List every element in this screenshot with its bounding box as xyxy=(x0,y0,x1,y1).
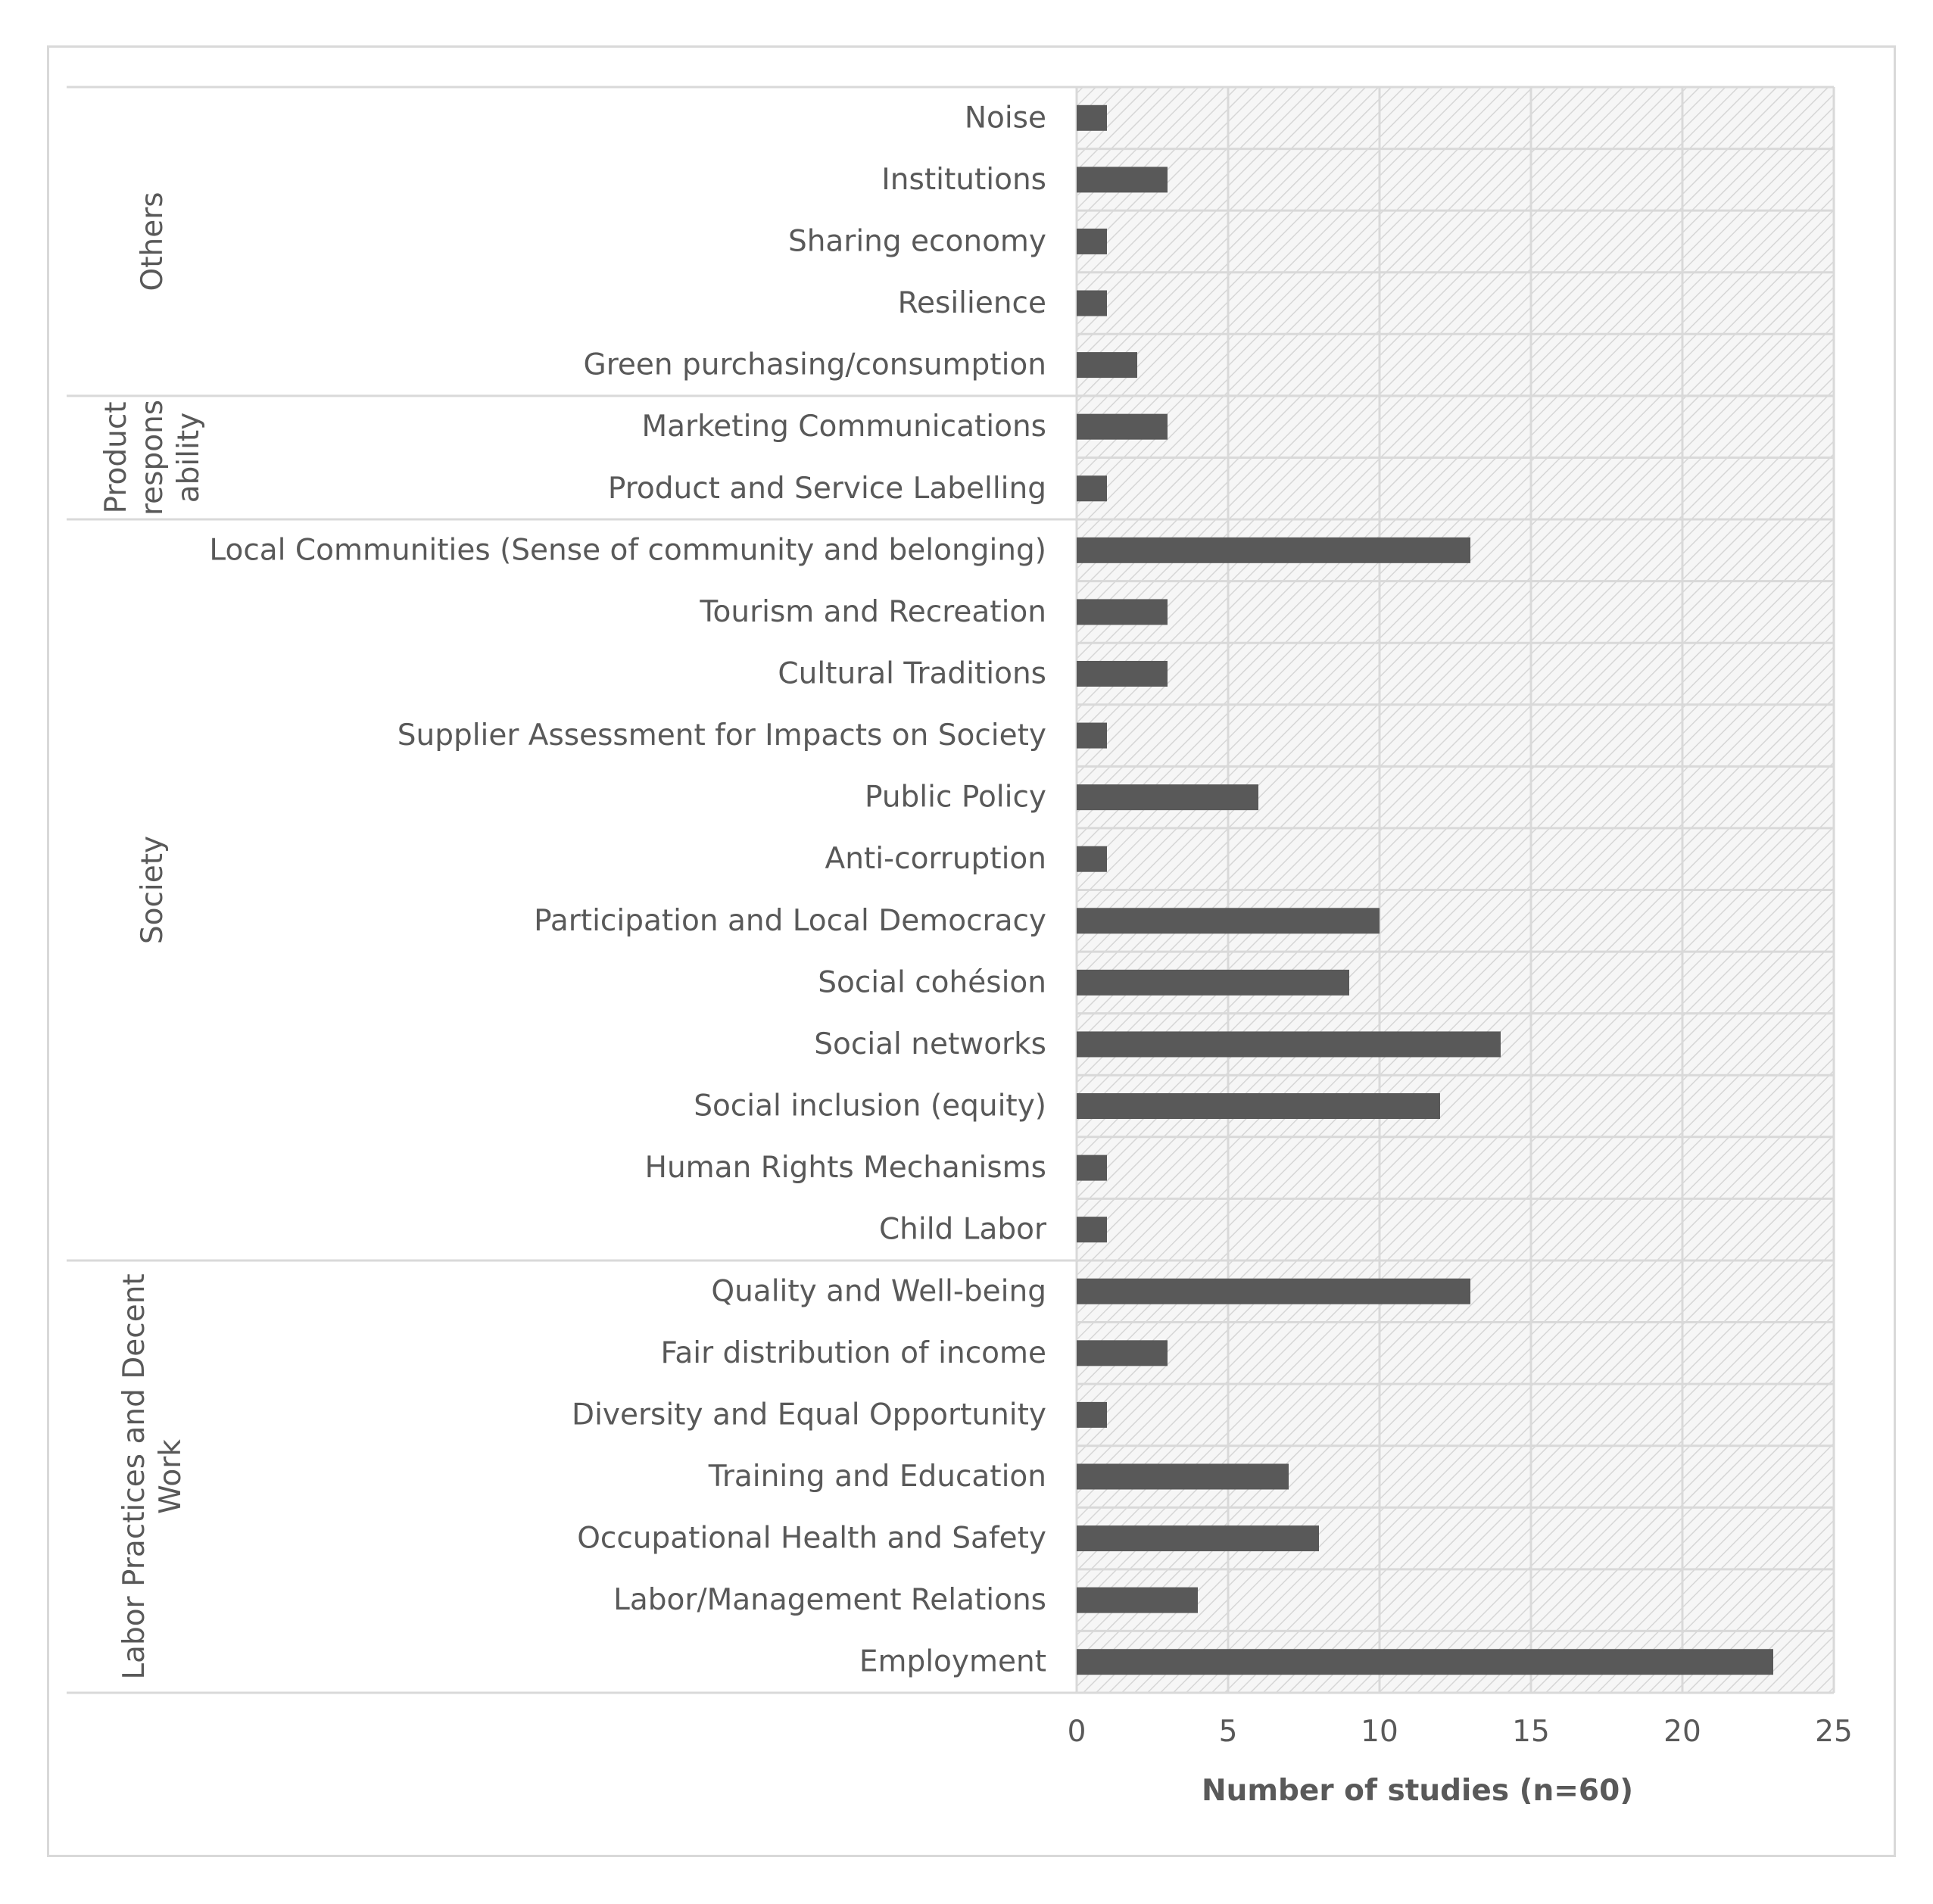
category-label: Participation and Local Democracy xyxy=(534,904,1046,938)
group-label-line: respons xyxy=(136,400,170,516)
group-separators xyxy=(67,86,1834,1694)
category-label: Cultural Traditions xyxy=(778,656,1046,690)
chart-frame xyxy=(47,45,1896,1857)
bar xyxy=(1077,1093,1440,1120)
group-label: Others xyxy=(136,192,170,291)
category-label: Supplier Assessment for Impacts on Socie… xyxy=(398,718,1046,753)
x-tick-label: 0 xyxy=(1068,1715,1087,1749)
x-tick-labels: 0 5 10 15 20 25 xyxy=(1068,1715,1853,1749)
bar xyxy=(1077,1525,1319,1552)
x-tick-label: 20 xyxy=(1663,1715,1701,1749)
group-label: Productresponsability xyxy=(99,400,206,516)
category-label: Fair distribution of income xyxy=(661,1336,1047,1370)
category-label: Occupational Health and Safety xyxy=(577,1522,1046,1556)
bar xyxy=(1077,475,1107,502)
bar xyxy=(1077,908,1380,934)
group-label-line: Others xyxy=(136,192,170,291)
x-tick-label: 25 xyxy=(1815,1715,1853,1749)
category-label: Human Rights Mechanisms xyxy=(645,1151,1046,1185)
category-label: Training and Education xyxy=(708,1460,1046,1494)
category-label: Diversity and Equal Opportunity xyxy=(572,1398,1046,1432)
category-label: Tourism and Recreation xyxy=(699,595,1046,629)
bar xyxy=(1077,969,1349,996)
bar xyxy=(1077,290,1107,316)
bar xyxy=(1077,413,1168,440)
x-tick-label: 10 xyxy=(1361,1715,1398,1749)
x-tick-label: 5 xyxy=(1219,1715,1238,1749)
group-label: Society xyxy=(136,836,170,944)
bar xyxy=(1077,599,1168,625)
category-labels: Noise Institutions Sharing economy Resilien… xyxy=(209,101,1047,1678)
category-label: Institutions xyxy=(881,163,1046,197)
category-label: Noise xyxy=(965,101,1046,135)
group-label-line: ability xyxy=(172,413,206,503)
bar xyxy=(1077,1401,1107,1428)
category-label: Public Policy xyxy=(865,781,1046,815)
category-label: Social networks xyxy=(814,1027,1046,1061)
bar xyxy=(1077,537,1470,563)
bars xyxy=(1077,104,1773,1675)
category-label: Labor/Management Relations xyxy=(613,1583,1046,1617)
bar xyxy=(1077,1217,1107,1243)
bar xyxy=(1077,1587,1198,1613)
category-label: Social inclusion (equity) xyxy=(694,1089,1046,1123)
bar xyxy=(1077,1278,1470,1304)
bar xyxy=(1077,1155,1107,1181)
bar xyxy=(1077,722,1107,749)
x-axis-title: Number of studies (n=60) xyxy=(1202,1774,1633,1808)
group-label-line: Society xyxy=(136,836,170,944)
bar xyxy=(1077,784,1258,811)
category-label: Anti-corruption xyxy=(825,842,1046,876)
bar xyxy=(1077,846,1107,872)
category-label: Child Labor xyxy=(879,1213,1047,1247)
bar xyxy=(1077,167,1168,193)
category-label: Local Communities (Sense of community an… xyxy=(209,533,1046,567)
category-label: Quality and Well-being xyxy=(711,1274,1046,1308)
bar xyxy=(1077,104,1107,131)
category-label: Resilience xyxy=(898,286,1046,320)
category-label: Sharing economy xyxy=(788,224,1046,258)
category-label: Marketing Communications xyxy=(642,410,1046,444)
bar xyxy=(1077,1031,1501,1058)
group-labels: Others Productresponsability Society Labor … xyxy=(99,192,206,1679)
bar xyxy=(1077,1649,1773,1675)
group-label-line: Product xyxy=(99,401,133,513)
x-tick-label: 15 xyxy=(1512,1715,1550,1749)
group-label-line: Work xyxy=(154,1439,188,1514)
category-label: Green purchasing/consumption xyxy=(584,348,1047,382)
bar xyxy=(1077,660,1168,687)
bar xyxy=(1077,1340,1168,1366)
category-label: Social cohésion xyxy=(818,965,1046,999)
group-label-line: Labor Practices and Decent xyxy=(117,1273,151,1679)
category-label: Employment xyxy=(859,1645,1046,1679)
category-label: Product and Service Labelling xyxy=(608,472,1046,506)
group-label: Labor Practices and DecentWork xyxy=(117,1273,188,1679)
bar xyxy=(1077,1463,1289,1490)
bar xyxy=(1077,228,1107,254)
bar xyxy=(1077,352,1137,379)
